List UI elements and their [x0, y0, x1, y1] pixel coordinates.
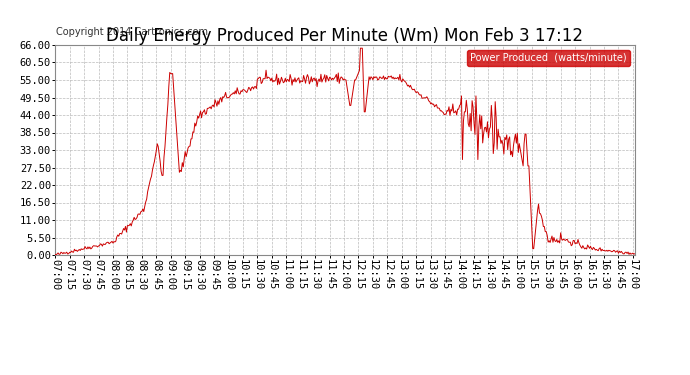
Title: Daily Energy Produced Per Minute (Wm) Mon Feb 3 17:12: Daily Energy Produced Per Minute (Wm) Mo… [106, 27, 584, 45]
Text: Copyright 2014 Cartronics.com: Copyright 2014 Cartronics.com [57, 27, 208, 37]
Legend: Power Produced  (watts/minute): Power Produced (watts/minute) [468, 50, 630, 66]
